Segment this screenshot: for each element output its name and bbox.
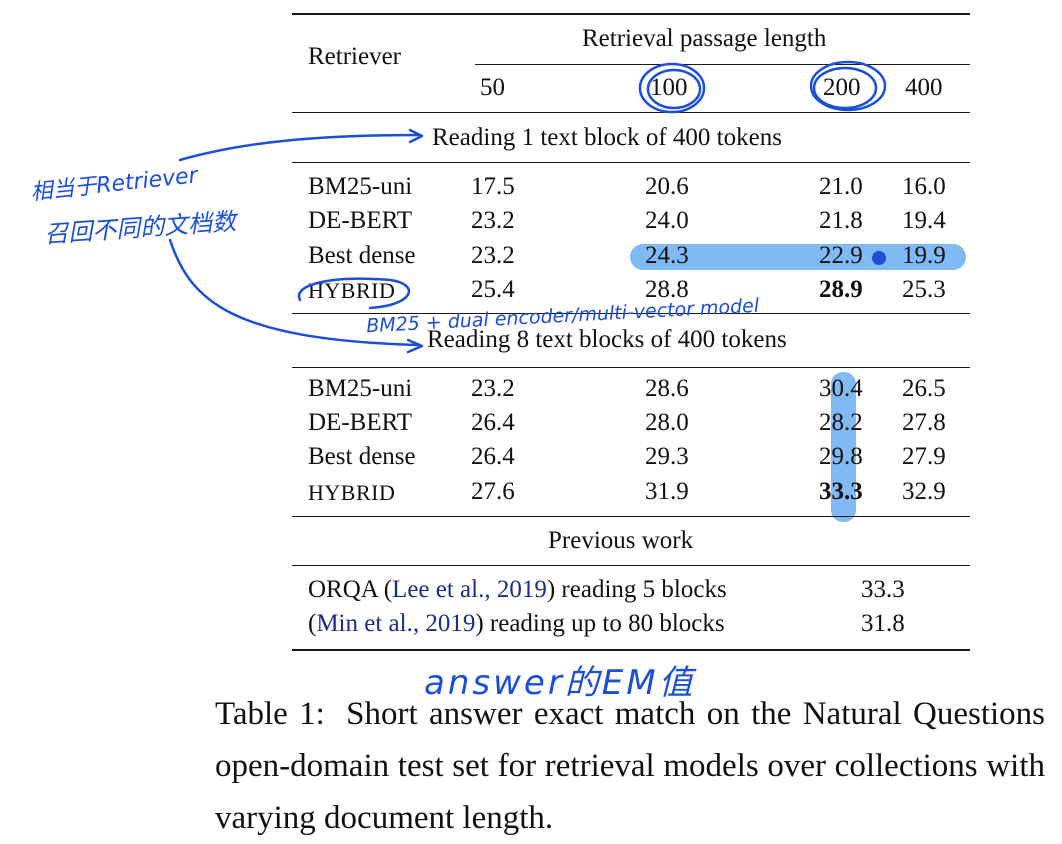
s2-row-bm25-v400: 26.5 [902, 375, 946, 402]
s2-row-bm25-name: BM25-uni [308, 375, 413, 402]
circle-200-mark-inner [812, 66, 878, 110]
section-2-top-rule [292, 313, 970, 314]
min-suffix: ) reading up to 80 blocks [475, 610, 725, 637]
orqa-prefix: ORQA ( [308, 576, 393, 603]
s2-row-bm25-v50: 23.2 [471, 375, 515, 402]
citation-lee-2019[interactable]: Lee et al., 2019 [392, 576, 547, 603]
note-connector-top [178, 133, 422, 162]
table-caption: Table 1: Short answer exact match on the… [215, 688, 1045, 844]
s2-row-debert-v100: 28.0 [645, 409, 689, 436]
section-2-title: Reading 8 text blocks of 400 tokens [427, 326, 787, 353]
note-arrow-head [408, 128, 424, 144]
length-50: 50 [480, 74, 505, 101]
circle-100-mark-inner [646, 68, 702, 110]
retriever-header: Retriever [308, 43, 402, 70]
s1-row-hybrid-v100: 28.8 [645, 276, 689, 303]
caption-text: Short answer exact match on the Natural … [215, 696, 1046, 836]
length-400: 400 [905, 74, 943, 101]
section-3-rule [292, 565, 970, 566]
orqa-value: 33.3 [861, 576, 905, 603]
s1-row-bestdense-name: Best dense [308, 242, 416, 269]
s1-row-debert-name: DE-BERT [308, 207, 413, 234]
s2-row-bm25-v100: 28.6 [645, 375, 689, 402]
s1-row-bm25-v100: 20.6 [645, 173, 689, 200]
s1-row-bestdense-v400: 19.9 [902, 242, 946, 269]
s2-row-bestdense-v400: 27.9 [902, 443, 946, 470]
note-connector-arrow [406, 338, 424, 354]
s1-row-hybrid-v400: 25.3 [902, 276, 946, 303]
s1-row-hybrid-v50: 25.4 [471, 276, 515, 303]
header-rule [292, 112, 970, 113]
hybrid-mark [297, 277, 411, 310]
s1-row-debert-v400: 19.4 [902, 207, 946, 234]
min-prefix: ( [308, 610, 317, 637]
s2-row-hybrid-name: HYBRID [308, 480, 396, 505]
bottom-rule [292, 649, 970, 651]
s1-row-bestdense-v50: 23.2 [471, 242, 515, 269]
s1-row-debert-v200: 21.8 [819, 207, 863, 234]
section-3-top-rule [292, 516, 970, 517]
min-value: 31.8 [861, 610, 905, 637]
highlight-200-column [831, 372, 856, 522]
s2-row-debert-v50: 26.4 [471, 409, 515, 436]
highlight-best-dense-row [630, 244, 966, 270]
s1-row-bm25-name: BM25-uni [308, 173, 413, 200]
s1-row-debert-v100: 24.0 [645, 207, 689, 234]
s2-row-hybrid-v50: 27.6 [471, 478, 515, 505]
s1-row-bestdense-v100: 24.3 [645, 242, 689, 269]
s2-row-bestdense-v50: 26.4 [471, 443, 515, 470]
top-rule [292, 13, 970, 15]
section-3-title: Previous work [548, 527, 694, 554]
length-100: 100 [650, 74, 688, 101]
s2-row-debert-v200: 28.2 [819, 409, 863, 436]
length-header-rule [475, 64, 970, 65]
s2-row-hybrid-v400: 32.9 [902, 478, 946, 505]
previous-work-row-orqa: ORQA (Lee et al., 2019) reading 5 blocks [308, 575, 727, 605]
section-1-rule [292, 162, 970, 163]
circle-100-mark [638, 62, 706, 114]
s1-row-bm25-v400: 16.0 [902, 173, 946, 200]
s2-row-bestdense-v200: 29.8 [819, 443, 863, 470]
s1-row-debert-v50: 23.2 [471, 207, 515, 234]
s1-row-bm25-v50: 17.5 [471, 173, 515, 200]
highlight-dot [872, 251, 886, 265]
length-200: 200 [823, 74, 861, 101]
previous-work-row-min: (Min et al., 2019) reading up to 80 bloc… [308, 609, 725, 639]
s1-row-bestdense-v200: 22.9 [819, 242, 863, 269]
s2-row-debert-name: DE-BERT [308, 409, 413, 436]
s2-row-debert-v400: 27.8 [902, 409, 946, 436]
circle-200-mark [809, 60, 887, 112]
citation-min-2019[interactable]: Min et al., 2019 [316, 610, 476, 637]
s2-row-bestdense-v100: 29.3 [645, 443, 689, 470]
s1-row-hybrid-v200: 28.9 [819, 276, 863, 303]
s2-row-hybrid-v100: 31.9 [645, 478, 689, 505]
caption-label: Table 1: [215, 696, 325, 732]
note-connector-bottom [168, 238, 422, 347]
section-1-title: Reading 1 text block of 400 tokens [432, 124, 782, 151]
annotation-em-note: answer的EM值 [424, 663, 696, 703]
s1-row-bm25-v200: 21.0 [819, 173, 863, 200]
s2-row-hybrid-v200: 33.3 [819, 478, 863, 505]
orqa-suffix: ) reading 5 blocks [546, 576, 727, 603]
s2-row-bm25-v200: 30.4 [819, 375, 863, 402]
length-header: Retrieval passage length [582, 25, 827, 52]
s2-row-bestdense-name: Best dense [308, 443, 416, 470]
section-2-rule [292, 367, 970, 368]
